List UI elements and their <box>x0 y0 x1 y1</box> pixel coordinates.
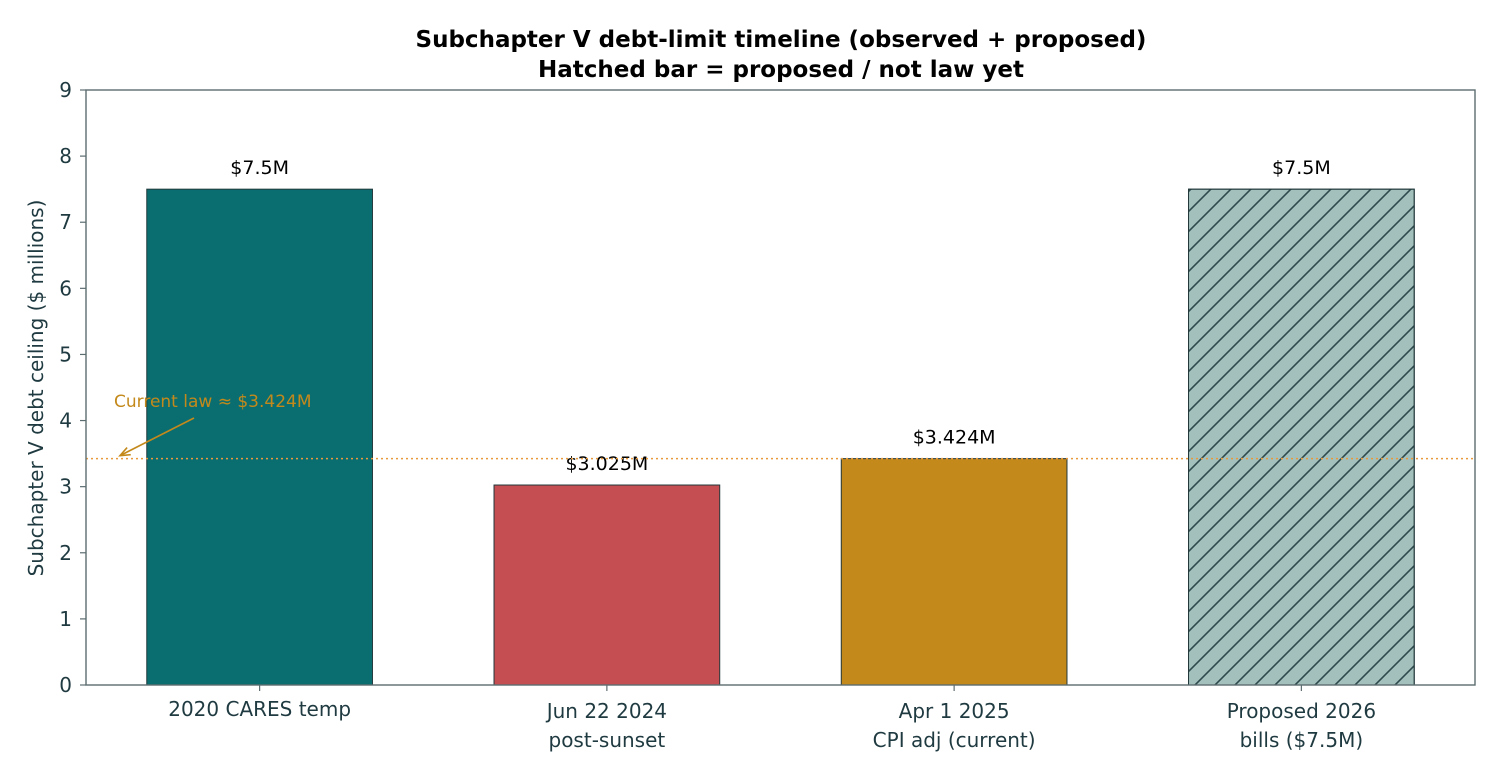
plot-frame <box>85 89 1476 686</box>
bar <box>840 458 1068 686</box>
bar <box>146 188 373 686</box>
chart-subtitle: Hatched bar = proposed / not law yet <box>538 57 1024 83</box>
y-tick-label: 8 <box>59 144 72 168</box>
y-tick-label: 5 <box>59 342 72 366</box>
x-tick-label: bills ($7.5M) <box>1240 728 1364 752</box>
x-tick-label: post-sunset <box>549 728 666 752</box>
bar <box>493 484 721 686</box>
y-tick-label: 6 <box>59 276 72 300</box>
x-tick-label: Proposed 2026 <box>1227 699 1376 723</box>
y-tick-label: 2 <box>59 541 72 565</box>
annotation-text: Current law ≈ $3.424M <box>114 392 312 412</box>
chart-title: Subchapter V debt-limit timeline (observ… <box>416 27 1147 53</box>
y-tick-label: 0 <box>59 673 72 697</box>
x-tick-label: Apr 1 2025 <box>899 699 1010 723</box>
x-tick-label: CPI adj (current) <box>873 728 1036 752</box>
x-tick-label: 2020 CARES temp <box>168 697 351 721</box>
y-tick-label: 1 <box>59 607 72 631</box>
annotation-arrow <box>119 417 195 457</box>
y-tick-label: 9 <box>59 78 72 102</box>
data-label: $7.5M <box>230 157 289 179</box>
data-label: $3.025M <box>565 453 648 475</box>
bar-hatch <box>1188 188 1415 686</box>
y-tick-label: 4 <box>59 409 72 433</box>
x-tick-label: Jun 22 2024 <box>545 699 667 723</box>
y-tick-label: 7 <box>59 210 72 234</box>
y-axis-label: Subchapter V debt ceiling ($ millions) <box>24 200 48 577</box>
data-label: $3.424M <box>913 427 996 449</box>
data-label: $7.5M <box>1272 157 1331 179</box>
annotation-arrowhead <box>118 447 131 457</box>
y-tick-label: 3 <box>59 475 72 499</box>
